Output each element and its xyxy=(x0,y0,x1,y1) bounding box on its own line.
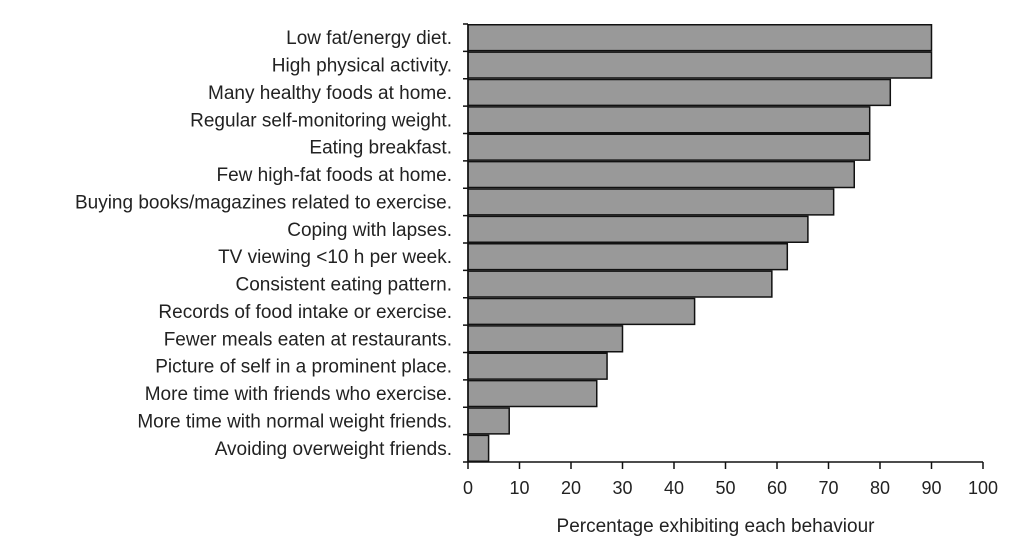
x-tick-label: 80 xyxy=(870,478,890,498)
bar-12 xyxy=(467,325,624,353)
category-label: Few high-fat foods at home. xyxy=(216,165,452,186)
bar-3 xyxy=(467,78,892,107)
category-label: Coping with lapses. xyxy=(287,220,452,241)
category-label: Many healthy foods at home. xyxy=(208,83,452,104)
category-label: Buying books/magazines related to exerci… xyxy=(75,192,452,213)
bar-13 xyxy=(467,352,608,380)
bar-1 xyxy=(467,24,933,52)
x-tick-label: 70 xyxy=(818,478,838,498)
category-label: Consistent eating pattern. xyxy=(235,275,452,296)
bar-16 xyxy=(467,434,490,462)
category-label: More time with normal weight friends. xyxy=(137,411,452,432)
category-label: Low fat/energy diet. xyxy=(286,28,452,49)
bar-14 xyxy=(467,379,598,408)
bar-2 xyxy=(467,51,933,79)
category-label: Picture of self in a prominent place. xyxy=(155,357,452,378)
category-labels-group: Low fat/energy diet. High physical activi… xyxy=(75,28,452,460)
bar-10 xyxy=(467,270,773,298)
x-axis-title: Percentage exhibiting each behaviour xyxy=(557,516,876,537)
category-label: Records of food intake or exercise. xyxy=(158,302,452,323)
y-ticks-group xyxy=(463,23,468,463)
bar-6 xyxy=(467,160,855,189)
bar-15 xyxy=(467,407,510,435)
bar-11 xyxy=(467,297,696,326)
x-tick-label: 40 xyxy=(664,478,684,498)
bar-9 xyxy=(467,243,789,271)
category-label: Avoiding overweight friends. xyxy=(215,439,452,460)
category-label: High physical activity. xyxy=(272,56,452,77)
x-tick-label: 60 xyxy=(767,478,787,498)
x-tick-label: 90 xyxy=(921,478,941,498)
category-label: Fewer meals eaten at restaurants. xyxy=(164,329,452,350)
category-label: Eating breakfast. xyxy=(309,138,452,159)
x-tick-label: 0 xyxy=(463,478,473,498)
category-label: More time with friends who exercise. xyxy=(145,384,452,405)
bar-7 xyxy=(467,188,835,216)
x-tick-label: 20 xyxy=(561,478,581,498)
bar-4 xyxy=(467,106,871,134)
category-label: TV viewing <10 h per week. xyxy=(218,247,452,268)
category-label: Regular self-monitoring weight. xyxy=(190,110,452,131)
bars-group xyxy=(467,24,933,462)
bar-5 xyxy=(467,133,871,161)
x-ticks-group: 0 10 20 30 40 50 60 70 80 90 100 xyxy=(463,462,998,498)
x-tick-label: 30 xyxy=(612,478,632,498)
bar-8 xyxy=(467,215,809,243)
x-tick-label: 10 xyxy=(509,478,529,498)
x-tick-label: 100 xyxy=(968,478,998,498)
x-tick-label: 50 xyxy=(715,478,735,498)
